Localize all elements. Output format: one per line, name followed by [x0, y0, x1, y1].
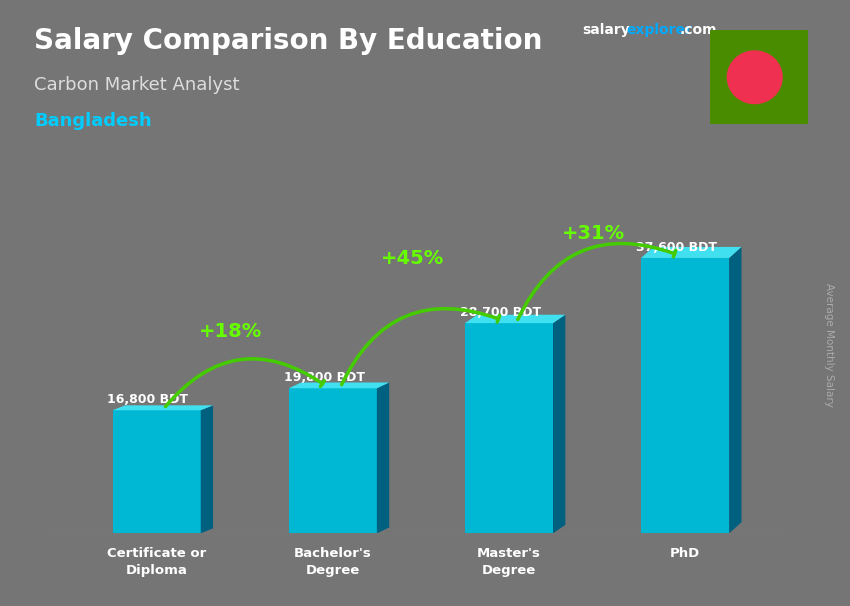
Text: explorer: explorer — [626, 23, 692, 37]
Circle shape — [728, 51, 782, 104]
Bar — [465, 323, 553, 533]
Text: 37,600 BDT: 37,600 BDT — [636, 241, 717, 254]
Text: +45%: +45% — [381, 249, 444, 268]
Polygon shape — [729, 247, 741, 533]
Text: Carbon Market Analyst: Carbon Market Analyst — [34, 76, 240, 94]
Text: .com: .com — [680, 23, 717, 37]
Text: salary: salary — [582, 23, 630, 37]
Polygon shape — [641, 247, 741, 258]
Polygon shape — [377, 382, 389, 533]
Text: +31%: +31% — [562, 224, 625, 242]
Polygon shape — [465, 315, 565, 323]
Text: Salary Comparison By Education: Salary Comparison By Education — [34, 27, 542, 55]
Polygon shape — [113, 405, 213, 410]
Polygon shape — [201, 405, 213, 533]
Text: 16,800 BDT: 16,800 BDT — [107, 393, 189, 406]
Text: 28,700 BDT: 28,700 BDT — [460, 306, 541, 319]
Bar — [113, 410, 201, 533]
Polygon shape — [289, 382, 389, 388]
Text: +18%: +18% — [199, 322, 263, 341]
Bar — [289, 388, 377, 533]
Text: Bangladesh: Bangladesh — [34, 112, 151, 130]
Bar — [641, 258, 729, 533]
Text: Average Monthly Salary: Average Monthly Salary — [824, 284, 834, 407]
Text: 19,800 BDT: 19,800 BDT — [284, 371, 365, 384]
Polygon shape — [553, 315, 565, 533]
